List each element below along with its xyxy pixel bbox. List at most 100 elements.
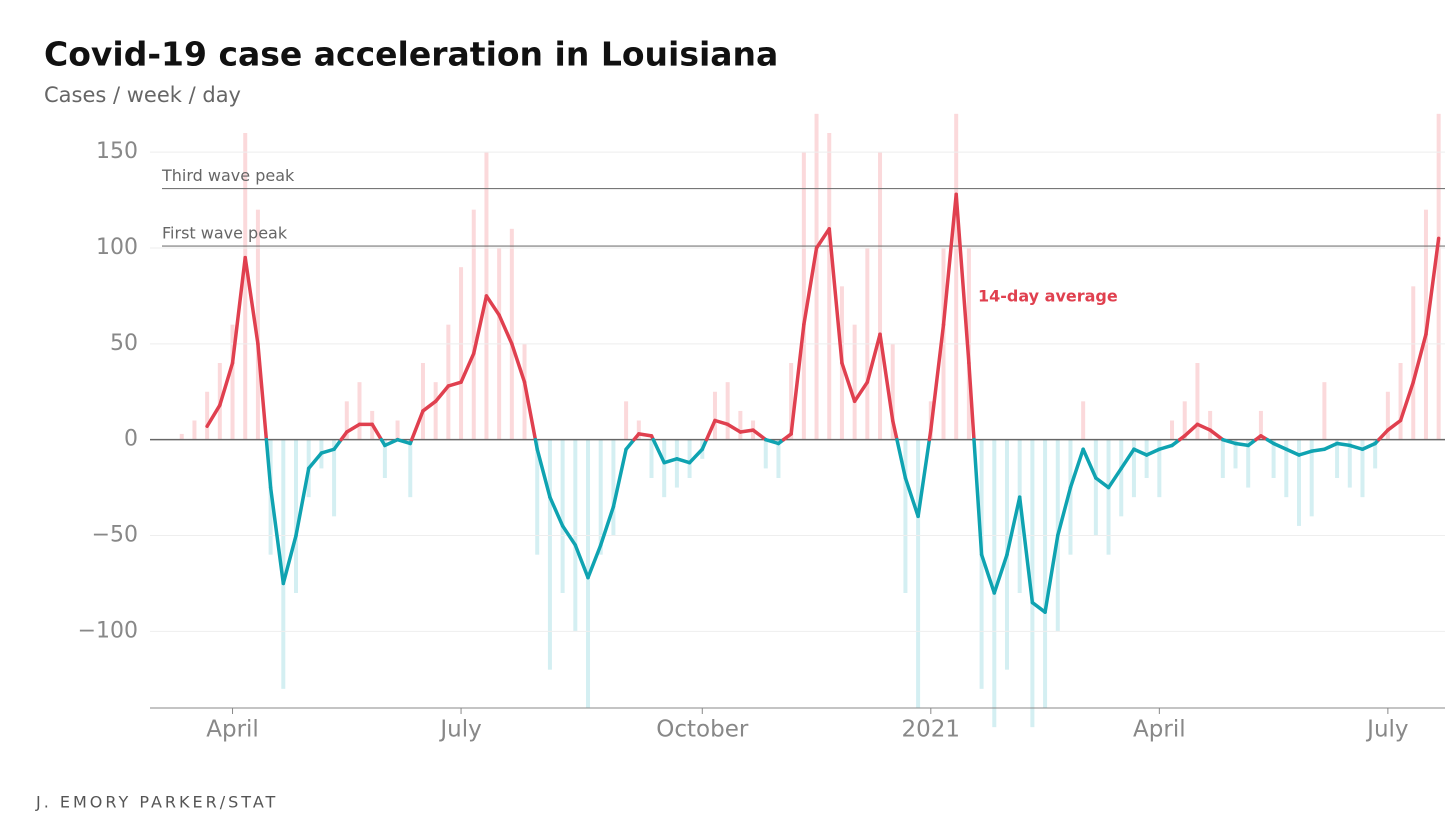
line-segment <box>895 437 908 480</box>
bar <box>1398 363 1403 440</box>
line-segment <box>535 447 552 499</box>
bar <box>903 439 908 593</box>
bar <box>1220 439 1225 478</box>
bar <box>357 382 362 440</box>
line-segment <box>1017 495 1035 605</box>
line-segment <box>1424 236 1441 336</box>
bar <box>1208 410 1213 440</box>
bar <box>776 439 781 478</box>
line-segment <box>1132 447 1149 457</box>
bar <box>230 324 235 440</box>
bar <box>446 324 451 440</box>
line-segment <box>865 332 882 384</box>
line-segment <box>1157 443 1174 451</box>
bar <box>890 343 895 440</box>
line-segment <box>1056 485 1073 538</box>
line-segment <box>1119 447 1136 471</box>
line-segment <box>264 437 273 490</box>
chart-title: Covid-19 case acceleration in Louisiana <box>44 35 778 74</box>
line-segment <box>510 342 527 384</box>
line-segment <box>890 418 899 442</box>
bar <box>1284 439 1289 498</box>
line-segment <box>281 533 298 586</box>
line-segment <box>1233 441 1250 448</box>
x-tick-label: April <box>206 717 259 743</box>
bar <box>1144 439 1149 478</box>
bar <box>1030 439 1035 728</box>
chart-subtitle: Cases / week / day <box>44 83 241 107</box>
bar <box>1195 363 1200 440</box>
bar <box>674 439 679 488</box>
line-segment <box>751 428 768 442</box>
y-tick-label: 150 <box>96 139 138 164</box>
line-segment <box>421 399 438 413</box>
bar <box>1246 439 1251 488</box>
y-tick-label: 100 <box>96 235 138 260</box>
x-tick-label: April <box>1133 717 1186 743</box>
bar <box>522 343 527 440</box>
line-segment <box>941 192 958 327</box>
bar <box>459 267 464 440</box>
line-segment <box>878 332 895 423</box>
y-tick-label: 50 <box>110 331 138 356</box>
line-segment <box>1208 428 1225 442</box>
bar <box>344 401 349 440</box>
line-segment <box>967 361 976 442</box>
bar <box>662 439 667 498</box>
y-tick-label: −50 <box>92 523 138 548</box>
line-segment <box>345 422 362 434</box>
line-segment <box>1284 447 1301 457</box>
bar <box>179 433 184 440</box>
line-segment <box>651 437 666 465</box>
line-segment <box>522 380 538 442</box>
line-segment <box>218 361 235 407</box>
line-segment <box>370 422 384 442</box>
line-segment <box>395 437 413 446</box>
line-segment <box>687 447 705 465</box>
line-segment <box>827 227 844 365</box>
bar <box>408 439 413 498</box>
bar <box>852 324 857 440</box>
y-tick-label: 0 <box>124 427 138 452</box>
bar <box>1119 439 1124 517</box>
bar <box>420 363 425 440</box>
line-segment <box>1221 437 1238 446</box>
bar <box>1182 401 1187 440</box>
bar <box>598 439 603 555</box>
bar <box>712 391 717 440</box>
line-segment <box>1335 441 1352 448</box>
bar <box>205 391 210 440</box>
bar <box>1081 401 1086 440</box>
bar <box>192 420 197 440</box>
bar <box>1170 420 1175 440</box>
bar <box>1360 439 1365 498</box>
line-segment <box>294 466 311 538</box>
line-segment <box>814 227 831 250</box>
line-segment <box>243 255 260 346</box>
bar <box>395 420 400 440</box>
line-segment <box>205 403 222 428</box>
line-segment <box>598 505 616 547</box>
line-segment <box>840 361 857 404</box>
line-segment <box>1030 600 1047 614</box>
line-segment <box>624 437 636 451</box>
line-segment <box>1271 441 1289 451</box>
line-segment <box>383 437 400 448</box>
bar <box>738 410 743 440</box>
x-tick-label: July <box>438 717 481 743</box>
bar <box>433 382 438 440</box>
line-segment <box>738 428 755 434</box>
bar <box>560 439 565 593</box>
line-segment <box>1386 418 1403 432</box>
line-segment <box>929 322 946 432</box>
bar <box>1068 439 1073 555</box>
bar <box>1296 439 1301 526</box>
line-segment <box>725 422 743 434</box>
bar <box>827 133 832 440</box>
line-segment <box>446 380 463 388</box>
bar <box>916 439 921 708</box>
x-tick-label: July <box>1365 717 1408 743</box>
bar <box>649 439 654 478</box>
bar <box>471 209 476 440</box>
